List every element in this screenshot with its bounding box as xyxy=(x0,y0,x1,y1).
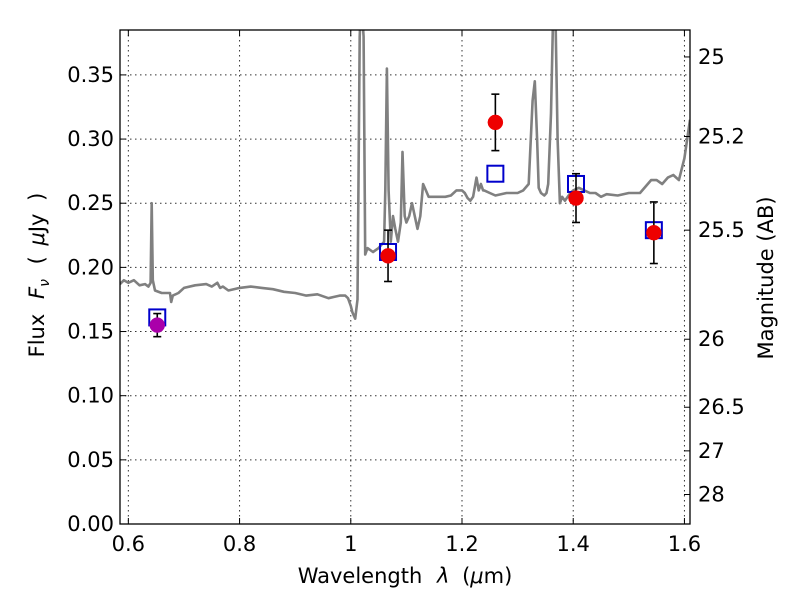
y2-tick-label: 26 xyxy=(698,327,725,351)
y-tick-label: 0.15 xyxy=(67,320,114,344)
plot-frame xyxy=(119,29,691,525)
spectrum-line xyxy=(120,30,690,321)
observed-point xyxy=(568,190,584,206)
y-tick-label: 0.10 xyxy=(67,384,114,408)
x-axis-label: Wavelength λ (μm) xyxy=(298,564,513,588)
y-tick-label: 0.25 xyxy=(67,191,114,215)
y2-tick-label: 25.2 xyxy=(698,124,745,148)
x-tick-label: 1.4 xyxy=(557,532,590,556)
x-tick-label: 1.6 xyxy=(668,532,701,556)
data-markers xyxy=(148,93,663,338)
x-tick-label: 1.2 xyxy=(445,532,478,556)
model-photometry-square xyxy=(486,164,505,183)
observed-point xyxy=(487,114,504,131)
observed-point xyxy=(646,224,662,241)
observed-point xyxy=(149,317,166,333)
y-tick-label: 0.35 xyxy=(67,63,114,87)
y2-tick-label: 28 xyxy=(698,482,725,506)
y2-tick-label: 25.5 xyxy=(698,218,745,242)
grid xyxy=(120,30,690,525)
y-axis-label: Flux Fν ( μJy ) xyxy=(25,193,54,358)
y-tick-label: 0.20 xyxy=(67,255,114,279)
x-tick-label: 0.8 xyxy=(223,532,256,556)
observed-point xyxy=(380,248,396,264)
y-tick-label: 0.30 xyxy=(67,127,114,151)
y-tick-label: 0.00 xyxy=(67,512,114,536)
axis-ticks: 0.6 0.8 1 1.2 1.4 1.6 0.00 0.05 0.10 0.15 0.20 0.25… xyxy=(67,30,745,556)
y2-tick-label: 27 xyxy=(698,439,725,463)
y2-tick-label: 26.5 xyxy=(698,395,745,419)
y2-axis-label: Magnitude (AB) xyxy=(754,196,778,359)
x-tick-label: 0.6 xyxy=(112,532,145,556)
y-tick-label: 0.05 xyxy=(67,448,114,472)
plot-area xyxy=(120,30,690,321)
y2-tick-label: 25 xyxy=(698,45,725,69)
x-tick-label: 1 xyxy=(344,532,357,556)
